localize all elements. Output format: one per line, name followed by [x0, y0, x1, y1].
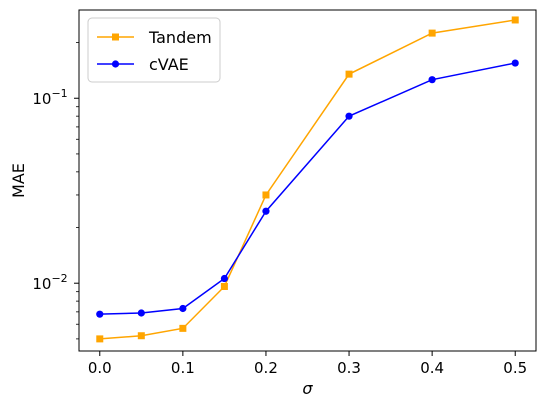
y-tick-base: 10 [32, 275, 51, 293]
legend-label: Tandem [148, 28, 212, 47]
data-point [96, 310, 104, 318]
y-tick-base: 10 [32, 90, 51, 108]
y-tick-exponent: −1 [51, 87, 67, 100]
data-point [345, 112, 353, 120]
x-axis-label: σ [302, 379, 313, 398]
x-tick-label: 0.1 [171, 359, 195, 377]
legend-label: cVAE [149, 55, 189, 74]
data-point [428, 29, 436, 37]
x-tick-label: 0.4 [420, 359, 444, 377]
x-tick-label: 0.3 [337, 359, 361, 377]
legend-box [87, 17, 221, 83]
x-axis-ticks: 0.0 0.1 0.2 0.3 0.4 0.5 [88, 351, 527, 377]
x-tick-label: 0.2 [254, 359, 278, 377]
plot-area [78, 9, 537, 352]
series-cvae [96, 59, 519, 318]
data-point [137, 332, 145, 340]
series-line [99, 19, 516, 340]
legend: Tandem cVAE [87, 17, 221, 83]
y-tick-label: 10−2 [32, 272, 67, 293]
data-point [137, 309, 145, 317]
y-axis-ticks: 10−210−1 [32, 42, 79, 340]
legend-item: cVAE [97, 55, 189, 74]
legend-marker [111, 60, 120, 68]
data-point [262, 191, 270, 199]
legend-marker [112, 33, 119, 41]
data-point [220, 282, 228, 290]
legend-item: Tandem [97, 28, 212, 47]
x-tick-label: 0.0 [88, 359, 112, 377]
series-line [99, 62, 516, 315]
x-tick-label: 0.5 [503, 359, 527, 377]
y-tick-label: 10−1 [32, 87, 67, 108]
data-point [511, 16, 519, 24]
data-point [345, 70, 353, 78]
data-point [179, 324, 187, 332]
data-point [262, 207, 270, 215]
y-axis-label: MAE [9, 163, 28, 198]
data-point [220, 274, 229, 283]
series-tandem [96, 16, 519, 343]
data-point [96, 335, 104, 343]
data-point [428, 76, 436, 84]
plot-frame [78, 9, 537, 352]
series-layer [96, 16, 519, 343]
y-tick-exponent: −2 [51, 272, 67, 285]
data-point [179, 304, 187, 313]
data-point [511, 59, 519, 67]
